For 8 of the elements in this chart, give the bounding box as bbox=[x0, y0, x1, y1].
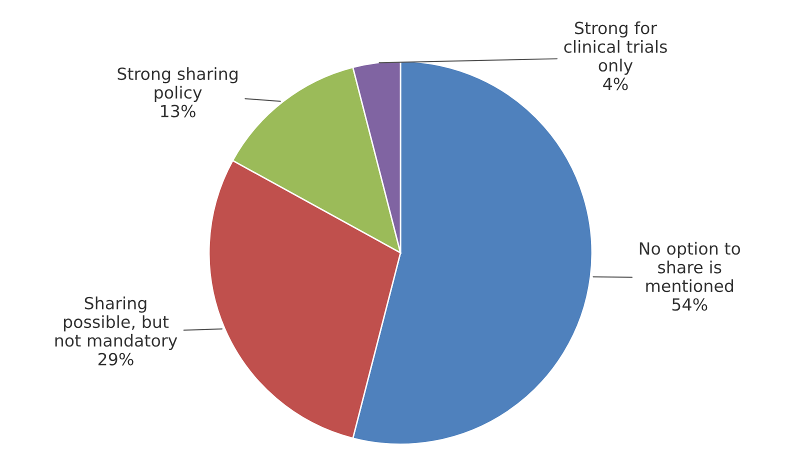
data-label: 13% bbox=[161, 104, 196, 118]
slice-label: No option to share is mentioned bbox=[640, 242, 740, 292]
slice-label: Strong for clinical trials only bbox=[564, 21, 667, 75]
data-label: 29% bbox=[98, 352, 134, 366]
data-label: 4% bbox=[603, 78, 628, 90]
data-label: 54% bbox=[672, 298, 708, 311]
slice-label: Sharing possible, but not mandatory bbox=[55, 296, 178, 350]
slice-label: Strong sharing policy bbox=[118, 67, 238, 102]
